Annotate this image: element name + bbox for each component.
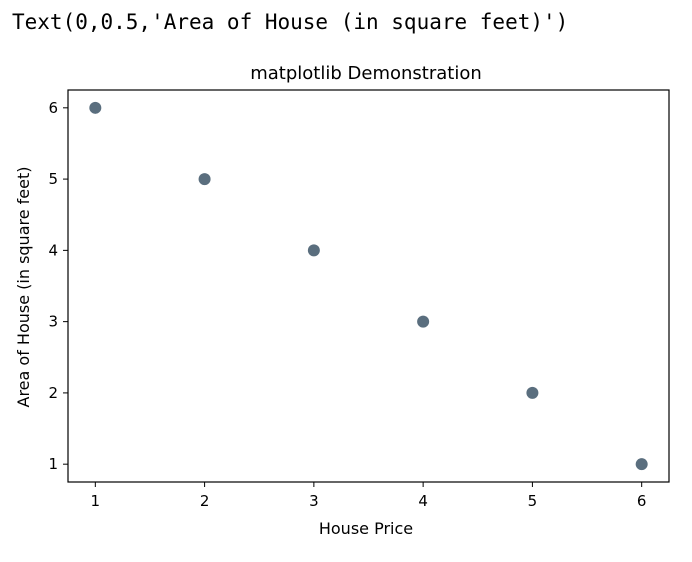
y-axis-label: Area of House (in square feet) xyxy=(14,167,33,408)
y-tick-label: 3 xyxy=(48,313,58,331)
y-tick-label: 1 xyxy=(48,455,58,473)
cell-output-text: Text(0,0.5,'Area of House (in square fee… xyxy=(12,10,569,34)
x-tick-label: 6 xyxy=(637,492,647,510)
y-axis-ticks: 1 2 3 4 5 6 xyxy=(48,99,68,473)
chart-title: matplotlib Demonstration xyxy=(250,63,482,84)
x-axis-label: House Price xyxy=(319,519,413,538)
y-tick-label: 5 xyxy=(48,170,58,188)
x-tick-label: 5 xyxy=(528,492,538,510)
data-points xyxy=(89,101,648,471)
x-axis-ticks: 1 2 3 4 5 6 xyxy=(91,482,647,510)
scatter-point xyxy=(635,458,648,471)
y-tick-label: 2 xyxy=(48,384,58,402)
scatter-point xyxy=(198,173,211,186)
scatter-point xyxy=(417,315,430,328)
x-tick-label: 3 xyxy=(309,492,319,510)
scatter-point xyxy=(526,386,539,399)
scatter-point xyxy=(89,101,102,114)
plot-frame xyxy=(67,89,670,483)
x-tick-label: 1 xyxy=(91,492,101,510)
y-tick-label: 4 xyxy=(48,241,58,259)
y-tick-label: 6 xyxy=(48,99,58,117)
x-tick-label: 2 xyxy=(200,492,210,510)
scatter-point xyxy=(307,244,320,257)
x-tick-label: 4 xyxy=(418,492,428,510)
